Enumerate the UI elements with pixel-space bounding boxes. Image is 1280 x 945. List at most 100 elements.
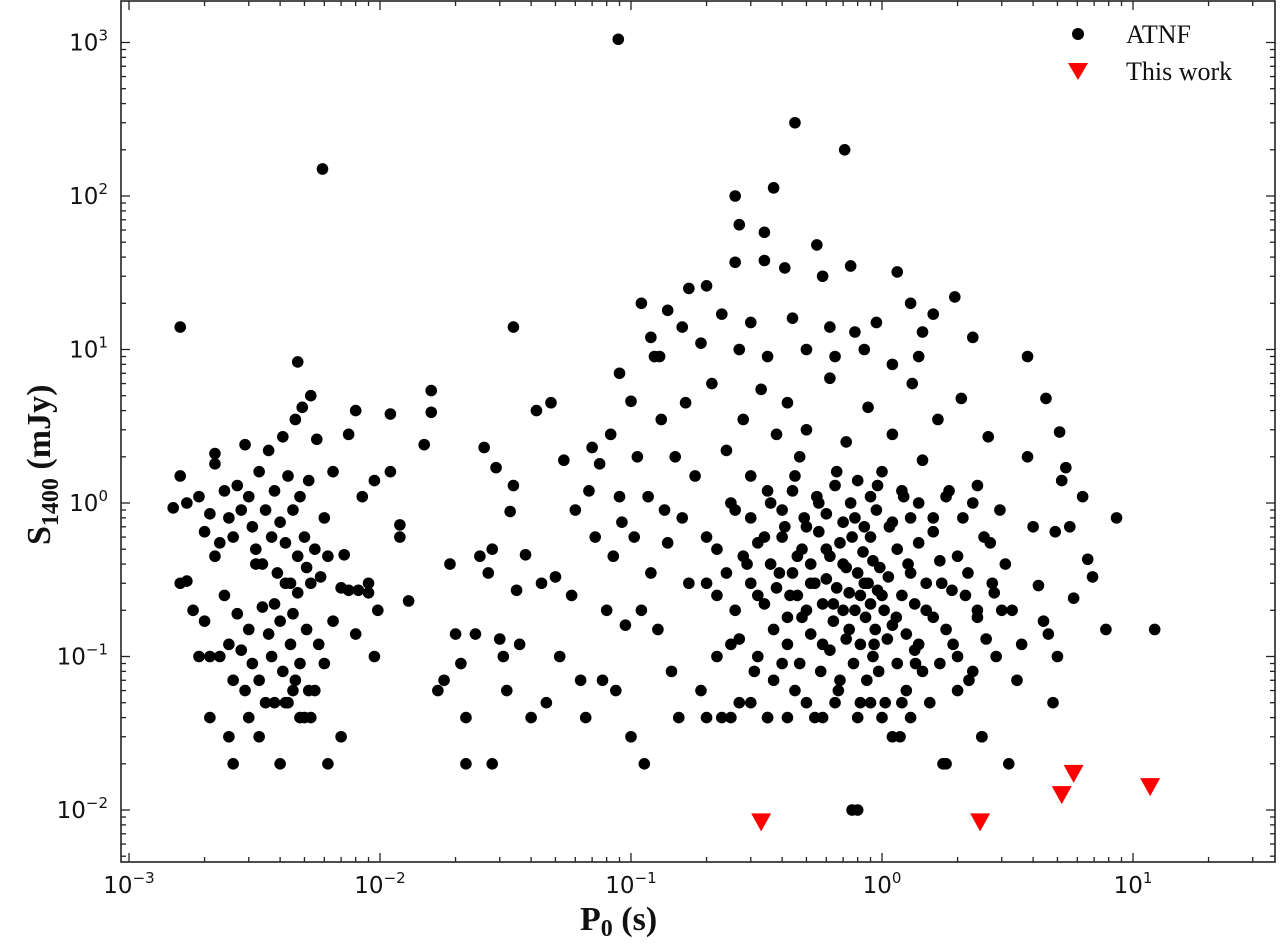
atnf-point xyxy=(384,465,397,478)
atnf-point xyxy=(287,607,299,620)
atnf-point xyxy=(789,470,801,482)
atnf-point xyxy=(242,711,255,724)
x-tick-label: 100 xyxy=(863,869,902,899)
atnf-point xyxy=(995,604,1008,617)
atnf-point xyxy=(371,604,384,617)
x-tick-label: 101 xyxy=(1114,869,1153,899)
atnf-point xyxy=(849,604,861,617)
atnf-point xyxy=(513,638,526,651)
atnf-point xyxy=(569,504,582,516)
atnf-point xyxy=(1049,525,1062,538)
atnf-point xyxy=(268,696,281,709)
atnf-point xyxy=(781,711,794,724)
atnf-point xyxy=(864,531,877,543)
atnf-point xyxy=(558,454,570,467)
atnf-point xyxy=(271,567,284,579)
atnf-point xyxy=(368,650,381,663)
atnf-point xyxy=(934,555,946,567)
atnf-point xyxy=(327,465,339,478)
atnf-point xyxy=(886,730,899,743)
atnf-point xyxy=(776,531,788,543)
atnf-point xyxy=(242,623,255,636)
atnf-point xyxy=(984,537,997,549)
atnf-point xyxy=(755,383,767,396)
atnf-point xyxy=(758,254,771,267)
this-work-point xyxy=(1063,764,1084,783)
atnf-point xyxy=(824,550,836,563)
atnf-point xyxy=(829,479,841,492)
atnf-point xyxy=(940,490,952,503)
atnf-point xyxy=(223,730,235,743)
atnf-point xyxy=(209,550,221,563)
atnf-point xyxy=(296,401,309,414)
atnf-point xyxy=(665,665,678,678)
atnf-point xyxy=(227,531,239,543)
atnf-point xyxy=(849,326,861,338)
atnf-point xyxy=(891,266,904,278)
atnf-point xyxy=(767,182,780,194)
atnf-point xyxy=(840,436,852,448)
atnf-point xyxy=(902,558,914,570)
atnf-point xyxy=(246,520,259,533)
atnf-point xyxy=(844,497,857,509)
atnf-point xyxy=(851,567,864,579)
atnf-point xyxy=(574,674,587,687)
atnf-point xyxy=(1086,571,1099,583)
atnf-point xyxy=(761,711,774,724)
legend-atnf-label: ATNF xyxy=(1126,20,1191,49)
atnf-point xyxy=(530,404,543,417)
atnf-point xyxy=(927,525,940,538)
atnf-point xyxy=(432,684,444,697)
atnf-point xyxy=(955,392,968,405)
atnf-point xyxy=(218,589,231,602)
atnf-point xyxy=(830,582,843,594)
atnf-point xyxy=(900,684,913,697)
atnf-point xyxy=(879,696,892,709)
atnf-point xyxy=(213,537,226,549)
atnf-point xyxy=(298,531,311,543)
atnf-point xyxy=(912,350,925,363)
atnf-point xyxy=(596,674,609,687)
atnf-point xyxy=(951,650,964,663)
atnf-point xyxy=(384,408,397,420)
atnf-point xyxy=(356,490,369,503)
atnf-point xyxy=(700,531,713,543)
atnf-point xyxy=(878,604,890,617)
atnf-point xyxy=(300,561,313,574)
atnf-point xyxy=(613,490,626,503)
atnf-point xyxy=(834,537,846,549)
data-points xyxy=(167,33,1161,832)
atnf-point xyxy=(1060,461,1072,474)
atnf-point xyxy=(800,604,813,617)
atnf-point xyxy=(908,644,921,656)
atnf-point xyxy=(302,474,315,487)
atnf-point xyxy=(830,465,843,478)
atnf-point xyxy=(1027,520,1039,533)
x-tick-label: 10−1 xyxy=(605,869,656,899)
atnf-point xyxy=(309,543,321,556)
atnf-point xyxy=(262,628,275,640)
atnf-point xyxy=(789,684,801,697)
atnf-point xyxy=(277,430,289,443)
atnf-point xyxy=(1081,553,1094,566)
atnf-point xyxy=(583,485,595,497)
atnf-point xyxy=(259,504,272,516)
atnf-point xyxy=(342,428,355,441)
atnf-point xyxy=(837,516,849,528)
atnf-point xyxy=(920,577,932,590)
atnf-point xyxy=(174,321,187,333)
atnf-point xyxy=(249,558,262,570)
atnf-point xyxy=(976,730,988,743)
atnf-point xyxy=(758,598,771,610)
atnf-point xyxy=(486,757,499,770)
atnf-point xyxy=(318,657,331,670)
atnf-point xyxy=(849,512,861,524)
atnf-point xyxy=(829,696,841,709)
atnf-point xyxy=(645,331,657,344)
atnf-point xyxy=(786,567,799,579)
atnf-point xyxy=(619,619,632,631)
atnf-point xyxy=(986,577,999,590)
atnf-point xyxy=(837,604,849,617)
atnf-point xyxy=(274,516,286,528)
atnf-point xyxy=(589,531,601,543)
